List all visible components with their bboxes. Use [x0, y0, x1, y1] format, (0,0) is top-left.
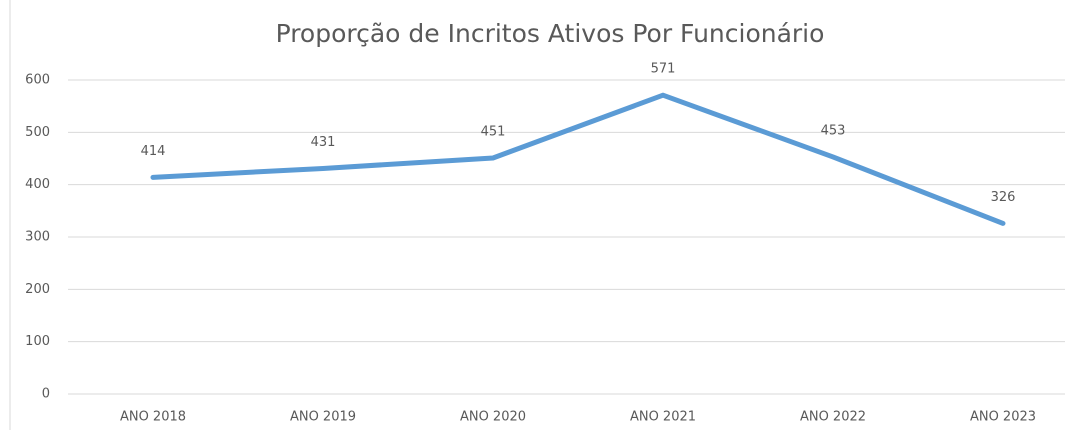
data-label: 571 — [651, 62, 676, 77]
x-tick-label: ANO 2020 — [460, 410, 526, 425]
chart-title: Proporção de Incritos Ativos Por Funcion… — [276, 19, 825, 48]
x-tick-label: ANO 2019 — [290, 410, 356, 425]
y-tick-label: 500 — [25, 125, 50, 140]
x-tick-label: ANO 2022 — [800, 410, 866, 425]
y-tick-label: 100 — [25, 334, 50, 349]
x-tick-label: ANO 2021 — [630, 410, 696, 425]
x-tick-label: ANO 2018 — [120, 410, 186, 425]
data-label: 431 — [311, 135, 336, 150]
line — [150, 92, 1006, 226]
x-tick-label: ANO 2023 — [970, 410, 1036, 425]
data-label: 453 — [821, 123, 846, 138]
y-tick-label: 400 — [25, 177, 50, 192]
y-tick-label: 600 — [25, 73, 50, 88]
y-tick-label: 200 — [25, 282, 50, 297]
data-label: 451 — [481, 124, 506, 139]
y-tick-label: 300 — [25, 230, 50, 245]
data-label: 326 — [991, 190, 1016, 205]
data-label: 414 — [141, 144, 166, 159]
y-tick-label: 0 — [42, 387, 50, 402]
